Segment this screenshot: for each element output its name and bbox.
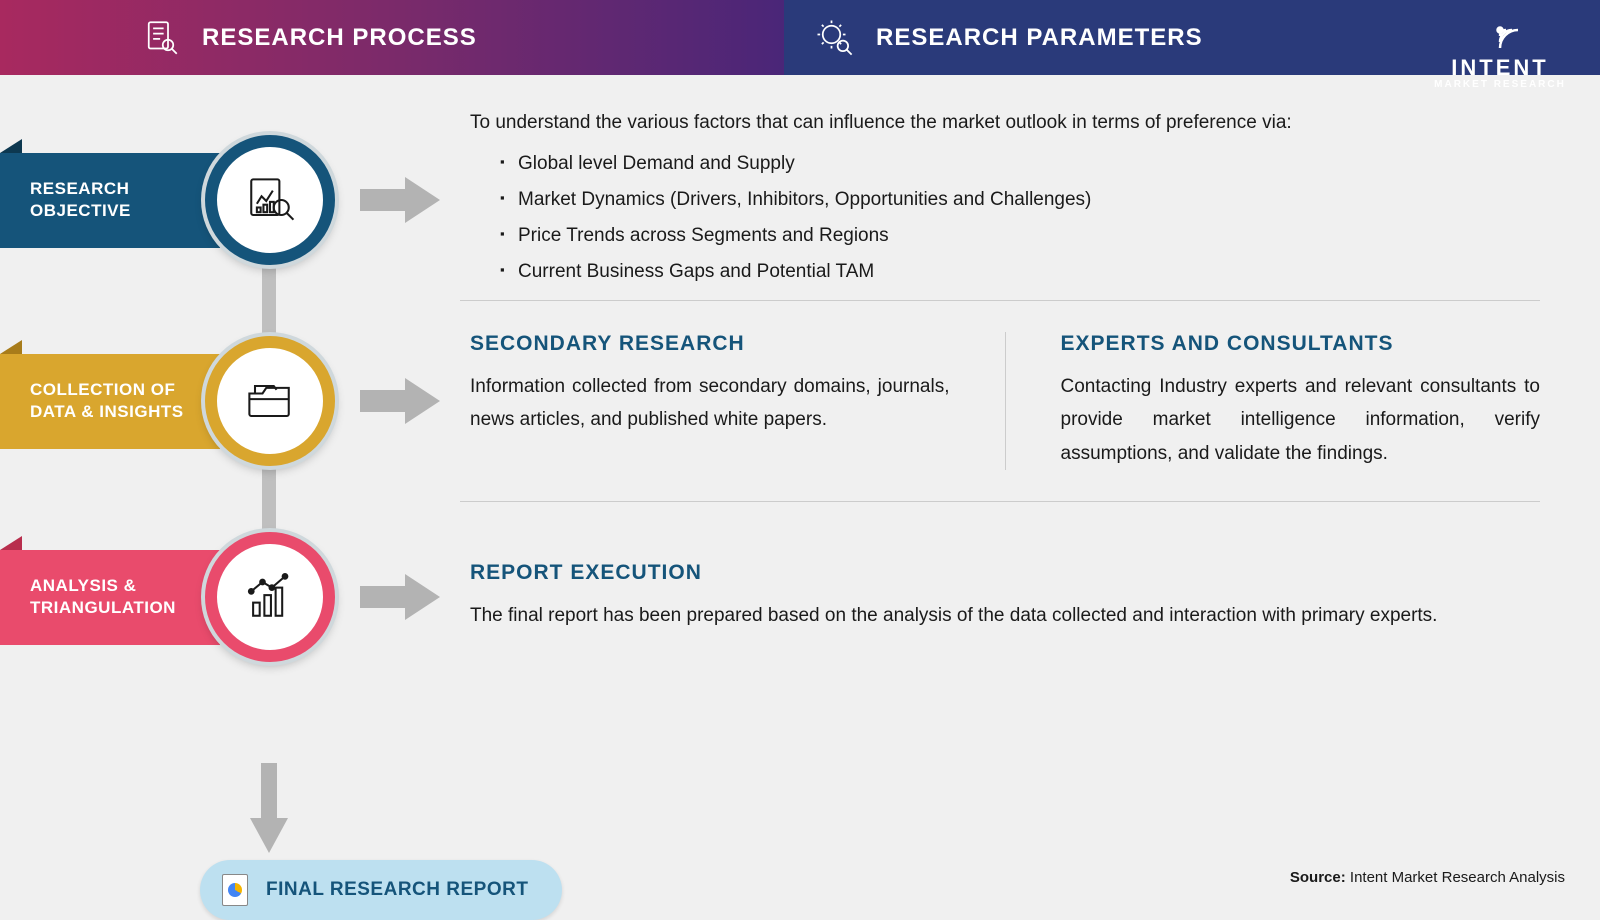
step-circle xyxy=(205,532,335,662)
detail-col-execution: REPORT EXECUTION The final report has be… xyxy=(470,561,1540,632)
content-area: RESEARCH OBJECTIVE To understand the var… xyxy=(0,75,1600,692)
header-left: RESEARCH PROCESS xyxy=(0,0,784,75)
source-prefix: Source: xyxy=(1290,869,1346,886)
ribbon-label: RESEARCH OBJECTIVE xyxy=(30,178,205,222)
final-report-pill: FINAL RESEARCH REPORT xyxy=(200,860,562,920)
detail-bullet-list: Global level Demand and Supply Market Dy… xyxy=(470,148,1540,289)
arrow-right-icon xyxy=(360,572,440,622)
col-title: SECONDARY RESEARCH xyxy=(470,332,950,356)
step-analysis-triangulation: ANALYSIS & TRIANGULATION REPORT EXECUTIO… xyxy=(0,502,1600,692)
gear-search-icon xyxy=(814,17,856,59)
detail-col-experts: EXPERTS AND CONSULTANTS Contacting Indus… xyxy=(1005,332,1541,470)
bullet-item: Market Dynamics (Drivers, Inhibitors, Op… xyxy=(500,184,1540,216)
arrow-right-icon xyxy=(360,376,440,426)
source-attribution: Source: Intent Market Research Analysis xyxy=(1290,869,1565,886)
step-detail-columns: REPORT EXECUTION The final report has be… xyxy=(440,561,1600,632)
brand-logo: INTENT MARKET RESEARCH xyxy=(1430,10,1570,65)
report-search-icon xyxy=(240,170,300,230)
col-title: EXPERTS AND CONSULTANTS xyxy=(1061,332,1541,356)
document-search-icon xyxy=(140,17,182,59)
step-detail: To understand the various factors that c… xyxy=(440,107,1600,292)
ribbon-label: COLLECTION OF DATA & INSIGHTS xyxy=(30,379,205,423)
col-body: Information collected from secondary dom… xyxy=(470,370,950,437)
col-body: Contacting Industry experts and relevant… xyxy=(1061,370,1541,470)
source-text: Intent Market Research Analysis xyxy=(1346,869,1565,886)
logo-arc-icon xyxy=(1480,10,1520,50)
detail-col-secondary: SECONDARY RESEARCH Information collected… xyxy=(470,332,950,470)
arrow-right-icon xyxy=(360,175,440,225)
arrow-down-icon xyxy=(248,763,290,853)
detail-intro: To understand the various factors that c… xyxy=(470,107,1540,139)
step-circle xyxy=(205,135,335,265)
header-right-title: RESEARCH PARAMETERS xyxy=(876,24,1203,52)
final-report-label: FINAL RESEARCH REPORT xyxy=(266,879,528,901)
bullet-item: Current Business Gaps and Potential TAM xyxy=(500,256,1540,288)
col-title: REPORT EXECUTION xyxy=(470,561,1540,585)
ribbon-collection-data: COLLECTION OF DATA & INSIGHTS xyxy=(0,354,220,449)
step-research-objective: RESEARCH OBJECTIVE To understand the var… xyxy=(0,100,1600,300)
folder-icon xyxy=(240,371,300,431)
col-body: The final report has been prepared based… xyxy=(470,599,1540,632)
header: RESEARCH PROCESS RESEARCH PARAMETERS INT… xyxy=(0,0,1600,75)
chart-icon xyxy=(240,567,300,627)
bullet-item: Global level Demand and Supply xyxy=(500,148,1540,180)
step-collection-data: COLLECTION OF DATA & INSIGHTS SECONDARY … xyxy=(0,301,1600,501)
bullet-item: Price Trends across Segments and Regions xyxy=(500,220,1540,252)
ribbon-analysis: ANALYSIS & TRIANGULATION xyxy=(0,550,220,645)
header-left-title: RESEARCH PROCESS xyxy=(202,24,477,52)
step-circle xyxy=(205,336,335,466)
ribbon-label: ANALYSIS & TRIANGULATION xyxy=(30,575,205,619)
step-detail-columns: SECONDARY RESEARCH Information collected… xyxy=(440,332,1600,470)
ribbon-research-objective: RESEARCH OBJECTIVE xyxy=(0,153,220,248)
document-chart-icon xyxy=(222,874,248,906)
